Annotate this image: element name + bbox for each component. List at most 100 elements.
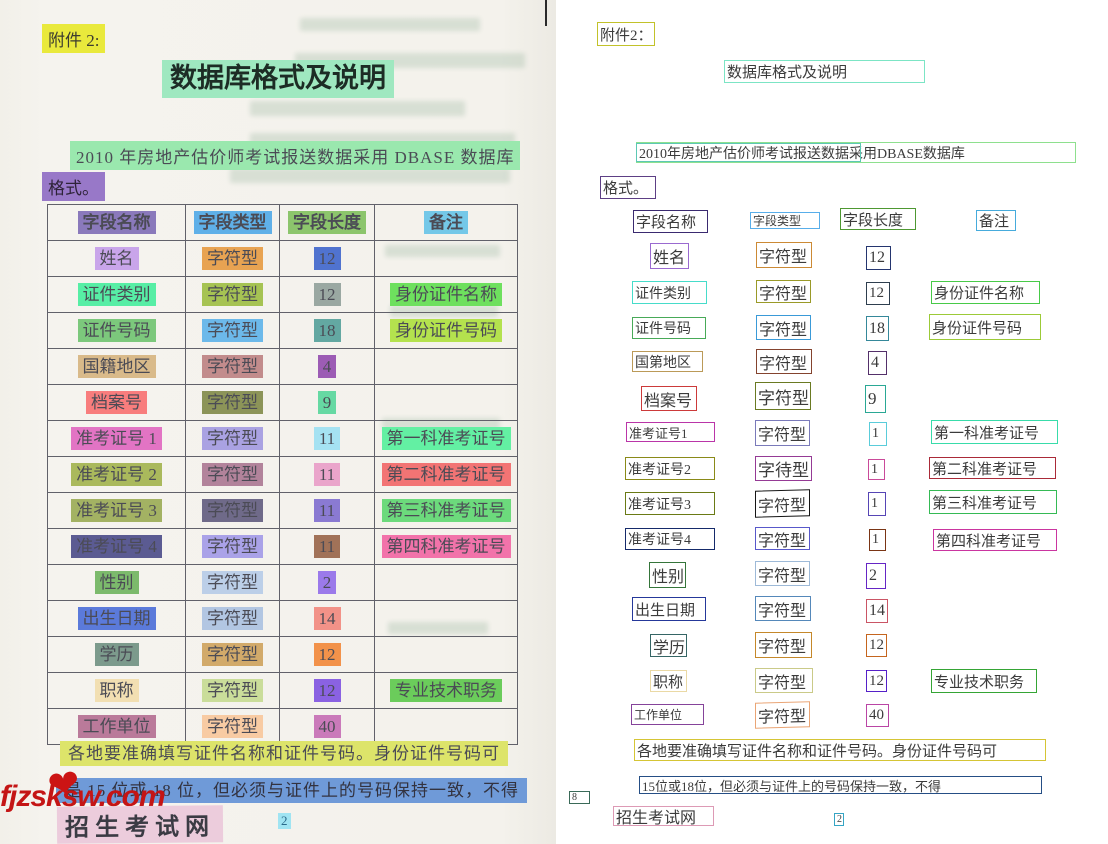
table-cell: 4 <box>279 348 375 385</box>
highlighted-cell-text: 准考证号 2 <box>71 462 162 487</box>
table-cell <box>374 600 518 637</box>
highlighted-cell-text: 准考证号 3 <box>71 498 162 523</box>
table-cell <box>374 564 518 601</box>
ocr-text-box: 1 <box>869 529 886 551</box>
highlighted-cell-text: 国籍地区 <box>77 354 156 379</box>
table-cell: 11 <box>279 420 375 457</box>
table-cell: 学历 <box>47 636 186 673</box>
ocr-text-box: 姓名 <box>650 243 689 269</box>
table-row: 准考证号 2 字符型 11 第二科准考证号 <box>47 456 518 493</box>
table-cell: 12 <box>279 636 375 673</box>
ocr-empty-box <box>636 143 861 162</box>
ocr-text-box: 12 <box>866 246 891 270</box>
highlighted-cell-text: 姓名 <box>94 246 139 271</box>
ocr-text-box: 准考证号2 <box>625 457 715 480</box>
table-cell <box>374 708 518 745</box>
table-cell: 字符型 <box>185 276 280 313</box>
ocr-annotation-panel: 附件2： 数据库格式及说明 2010年房地产估价师考试报送数据采用DBASE数据库格… <box>556 0 1108 844</box>
ocr-text-box: 第三科准考证号 <box>929 490 1057 514</box>
table-cell: 18 <box>279 312 375 349</box>
highlighted-cell-text: 18 <box>313 318 341 343</box>
table-cell: 第二科准考证号 <box>374 456 518 493</box>
ocr-text-box: 第二科准考证号 <box>929 457 1056 479</box>
ocr-text-box: 职称 <box>650 670 687 692</box>
ocr-text-box: 12 <box>866 282 890 305</box>
table-cell: 11 <box>279 528 375 565</box>
bleed-through-text <box>250 101 465 116</box>
table-cell: 字符型 <box>185 564 280 601</box>
table-row: 出生日期 字符型 14 <box>47 600 518 637</box>
intro-paragraph-line1: 2010 年房地产估价师考试报送数据采用 DBASE 数据库 <box>70 141 521 170</box>
table-cell: 身份证件号码 <box>374 312 518 349</box>
table-cell <box>374 348 518 385</box>
column-header-label: 备注 <box>424 210 468 235</box>
table-cell: 第一科准考证号 <box>374 420 518 457</box>
highlighted-cell-text: 字符型 <box>202 282 263 307</box>
attachment-label: 附件 2: <box>42 24 106 53</box>
highlighted-cell-text: 11 <box>313 426 341 451</box>
table-cell: 工作单位 <box>47 708 186 745</box>
ocr-text-box: 档案号 <box>641 386 697 411</box>
highlighted-cell-text: 证件号码 <box>77 318 156 343</box>
column-header-cell: 字段名称 <box>47 204 186 241</box>
table-cell: 12 <box>279 672 375 709</box>
ocr-text-box: 各地要准确填写证件名称和证件号码。身份证件号码可 <box>634 739 1046 761</box>
highlighted-cell-text: 11 <box>313 498 341 523</box>
scan-edge-artifact <box>545 0 547 26</box>
highlighted-cell-text: 字符型 <box>202 570 263 595</box>
scan-table: 字段名称 字段类型 字段长度 备注 姓名 字符型 12 证件类别 字符型 12 身份证件名称 证件号码… <box>47 204 518 745</box>
highlighted-cell-text: 字符型 <box>202 426 263 451</box>
table-cell: 准考证号 2 <box>47 456 186 493</box>
ocr-text-box: 数据库格式及说明 <box>724 60 925 83</box>
highlighted-cell-text: 字符型 <box>202 462 263 487</box>
column-header-cell: 字段长度 <box>279 204 375 241</box>
table-cell: 字符型 <box>185 420 280 457</box>
highlighted-cell-text: 职称 <box>94 678 139 703</box>
ocr-text-box: 附件2： <box>597 22 655 46</box>
highlighted-cell-text: 字符型 <box>202 678 263 703</box>
ocr-text-box: 字符型 <box>756 242 812 268</box>
table-cell: 14 <box>279 600 375 637</box>
ocr-text-box: 身份证件名称 <box>931 281 1040 304</box>
table-cell: 字符型 <box>185 240 280 277</box>
ocr-text-box: 字待型 <box>755 456 812 481</box>
table-cell: 准考证号 3 <box>47 492 186 529</box>
ocr-text-box: 字符型 <box>756 349 812 374</box>
ocr-text-box: 出生日期 <box>632 597 706 621</box>
table-cell: 性别 <box>47 564 186 601</box>
table-cell: 字符型 <box>185 384 280 421</box>
highlighted-cell-text: 准考证号 4 <box>71 534 162 559</box>
table-cell: 第四科准考证号 <box>374 528 518 565</box>
column-header-cell: 备注 <box>374 204 518 241</box>
table-cell: 9 <box>279 384 375 421</box>
highlighted-cell-text: 身份证件号码 <box>390 318 502 343</box>
ocr-text-box: 字符型 <box>755 489 810 518</box>
table-cell: 身份证件名称 <box>374 276 518 313</box>
highlighted-cell-text: 工作单位 <box>77 714 156 739</box>
note-line1: 各地要准确填写证件名称和证件号码。身份证件号码可 <box>60 741 508 767</box>
ocr-text-box: 9 <box>865 385 886 413</box>
table-cell <box>374 240 518 277</box>
bleed-through-text <box>300 18 480 31</box>
table-cell: 准考证号 1 <box>47 420 186 457</box>
ocr-text-box: 字段类型 <box>750 212 820 229</box>
table-cell: 第三科准考证号 <box>374 492 518 529</box>
ocr-text-box: 证件号码 <box>632 317 706 339</box>
ocr-text-box: 招生考试网 <box>613 806 714 827</box>
note-line2-text: 是 15 位或 18 位，但必须与证件上的号码保持一致，不得 <box>56 778 527 804</box>
table-row: 职称 字符型 12 专业技术职务 <box>47 672 518 709</box>
ocr-text-box: 2 <box>866 563 886 589</box>
ocr-text-box: 15位或18位，但必须与证件上的号码保持一致，不得 <box>639 776 1042 794</box>
ocr-text-box: 证件类别 <box>632 281 707 304</box>
table-cell: 40 <box>279 708 375 745</box>
ocr-text-box: 字符型 <box>755 382 811 410</box>
highlighted-cell-text: 字符型 <box>202 642 263 667</box>
table-row: 档案号 字符型 9 <box>47 384 518 421</box>
scanned-document-page: 附件 2: 数据库格式及说明 2010 年房地产估价师考试报送数据采用 DBAS… <box>0 0 556 844</box>
table-row: 性别 字符型 2 <box>47 564 518 601</box>
table-row: 证件类别 字符型 12 身份证件名称 <box>47 276 518 313</box>
ocr-text-box: 准考证号1 <box>626 422 715 442</box>
highlighted-cell-text: 出生日期 <box>77 606 156 631</box>
highlighted-cell-text: 字符型 <box>202 714 263 739</box>
table-row: 证件号码 字符型 18 身份证件号码 <box>47 312 518 349</box>
